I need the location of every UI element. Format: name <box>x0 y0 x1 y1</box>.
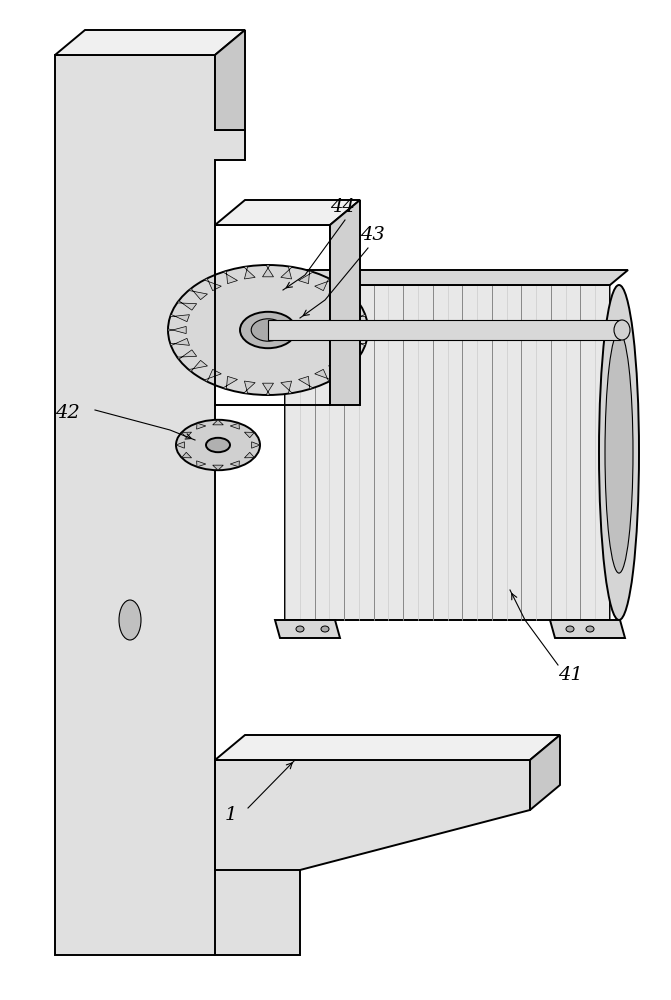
Polygon shape <box>213 420 223 425</box>
Polygon shape <box>215 760 530 870</box>
Polygon shape <box>223 271 238 284</box>
Polygon shape <box>55 55 300 955</box>
Polygon shape <box>281 381 292 394</box>
Ellipse shape <box>614 320 630 340</box>
Polygon shape <box>315 369 332 382</box>
Ellipse shape <box>566 626 574 632</box>
Text: 42: 42 <box>55 404 80 422</box>
Polygon shape <box>204 278 221 291</box>
Polygon shape <box>329 289 348 300</box>
Ellipse shape <box>168 265 368 395</box>
Ellipse shape <box>119 600 141 640</box>
Text: 41: 41 <box>558 666 582 684</box>
Polygon shape <box>340 350 359 359</box>
Polygon shape <box>197 461 206 467</box>
Polygon shape <box>177 301 197 310</box>
Polygon shape <box>189 289 207 300</box>
Polygon shape <box>330 200 360 405</box>
Polygon shape <box>197 423 206 429</box>
Polygon shape <box>285 285 610 620</box>
Polygon shape <box>189 360 207 371</box>
Polygon shape <box>275 620 340 638</box>
Polygon shape <box>346 338 366 346</box>
Ellipse shape <box>586 626 594 632</box>
Polygon shape <box>215 200 360 225</box>
Polygon shape <box>230 423 240 429</box>
Polygon shape <box>230 461 240 467</box>
Polygon shape <box>550 620 625 638</box>
Text: 43: 43 <box>360 226 384 244</box>
Polygon shape <box>299 376 313 389</box>
Polygon shape <box>350 326 368 334</box>
Polygon shape <box>244 432 254 438</box>
Polygon shape <box>170 338 189 346</box>
Ellipse shape <box>206 438 230 452</box>
Polygon shape <box>252 442 260 448</box>
Polygon shape <box>285 270 628 285</box>
Polygon shape <box>299 271 313 284</box>
Polygon shape <box>170 314 189 322</box>
Polygon shape <box>177 350 197 359</box>
Ellipse shape <box>240 312 296 348</box>
Polygon shape <box>340 301 359 310</box>
Polygon shape <box>168 326 186 334</box>
Polygon shape <box>530 735 560 810</box>
Polygon shape <box>346 314 366 322</box>
Ellipse shape <box>251 319 285 341</box>
Polygon shape <box>281 266 292 279</box>
Polygon shape <box>215 735 560 760</box>
Polygon shape <box>262 265 274 277</box>
Polygon shape <box>213 465 223 470</box>
Polygon shape <box>315 278 332 291</box>
Polygon shape <box>244 452 254 458</box>
Ellipse shape <box>605 332 633 573</box>
Polygon shape <box>204 369 221 382</box>
Ellipse shape <box>176 420 260 470</box>
Polygon shape <box>182 452 192 458</box>
Polygon shape <box>329 360 348 371</box>
Polygon shape <box>244 266 255 279</box>
Polygon shape <box>55 30 245 55</box>
Polygon shape <box>268 320 620 340</box>
Polygon shape <box>262 383 274 395</box>
Polygon shape <box>182 432 192 438</box>
Ellipse shape <box>296 626 304 632</box>
Text: 44: 44 <box>330 198 355 216</box>
Ellipse shape <box>599 285 639 620</box>
Polygon shape <box>223 376 238 389</box>
Text: 1: 1 <box>225 806 238 824</box>
Polygon shape <box>244 381 255 394</box>
Ellipse shape <box>321 626 329 632</box>
Polygon shape <box>215 30 245 130</box>
Polygon shape <box>176 442 185 448</box>
